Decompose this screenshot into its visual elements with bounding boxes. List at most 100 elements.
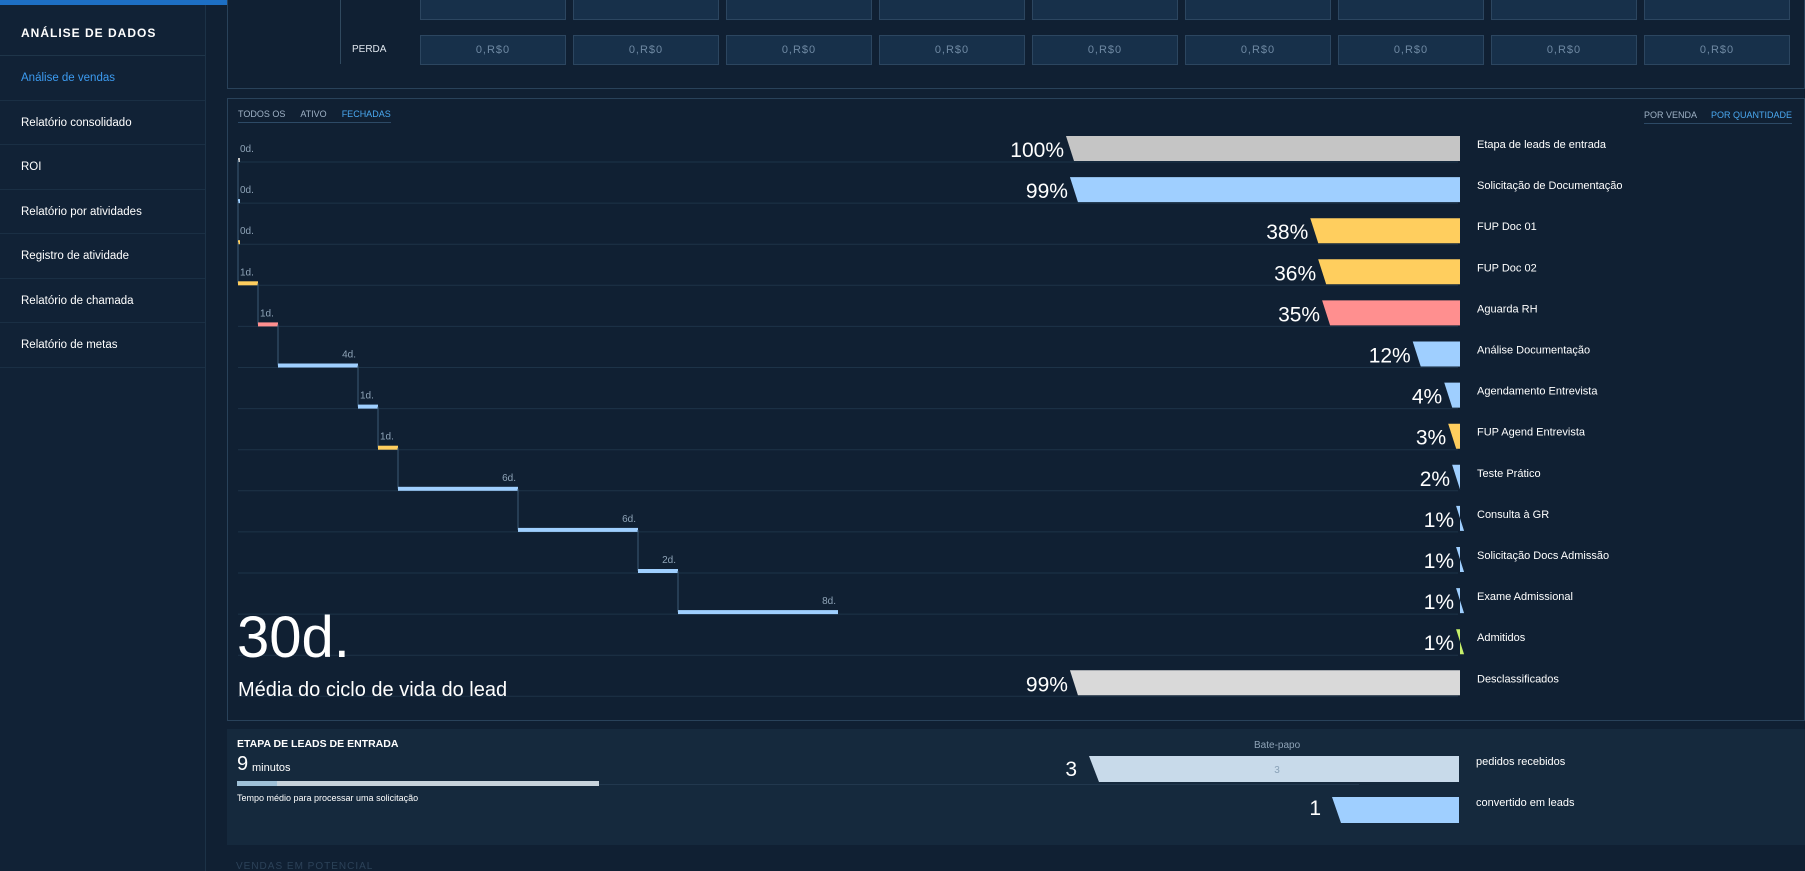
- received-label: pedidos recebidos: [1476, 756, 1566, 768]
- perda-value-box: 0,R$0: [1185, 35, 1331, 65]
- funnel-bar: [1322, 300, 1460, 326]
- duration-bar: [378, 445, 398, 450]
- average-lifecycle-value: 30d.: [237, 605, 350, 670]
- value-box-top: [573, 0, 719, 20]
- duration-bar: [678, 610, 838, 615]
- duration-label: 6d.: [502, 473, 516, 484]
- duration-bar: [278, 363, 358, 368]
- tab-ativo[interactable]: ATIVO: [300, 109, 327, 119]
- perda-value-box: 0,R$0: [879, 35, 1025, 65]
- funnel-stage-label: FUP Doc 02: [1477, 262, 1537, 274]
- sidebar-item-relatorio-atividades[interactable]: Relatório por atividades: [0, 190, 205, 234]
- funnel-percent-label: 2%: [1420, 468, 1450, 491]
- funnel-percent-label: 38%: [1266, 221, 1308, 244]
- stage-time-description: Tempo médio para processar uma solicitaç…: [237, 793, 419, 803]
- stage-time-unit: minutos: [252, 762, 291, 774]
- duration-label: 2d.: [662, 555, 676, 566]
- value-box-top: [879, 0, 1025, 20]
- duration-label: 1d.: [240, 267, 254, 278]
- duration-label: 1d.: [260, 308, 274, 319]
- funnel-percent-label: 3%: [1416, 427, 1446, 450]
- funnel-bar: [1318, 259, 1460, 285]
- funnel-percent-label: 99%: [1026, 673, 1068, 696]
- duration-bar: [638, 569, 678, 573]
- stage-time-bar-fill: [237, 781, 277, 786]
- perda-value-box: 0,R$0: [1644, 35, 1790, 65]
- funnel-stage-label: Consulta à GR: [1477, 509, 1549, 521]
- value-box-top: [1338, 0, 1484, 20]
- funnel-stage-label: Desclassificados: [1477, 673, 1559, 685]
- value-box-top: [1491, 0, 1637, 20]
- funnel-percent-label: 100%: [1010, 139, 1064, 162]
- sidebar: ANÁLISE DE DADOS Análise de vendas Relat…: [0, 5, 206, 871]
- funnel-stage-label: Teste Prático: [1477, 468, 1541, 480]
- sidebar-item-registro-atividade[interactable]: Registro de atividade: [0, 234, 205, 279]
- duration-label: 0d.: [240, 226, 254, 237]
- perda-value-box: 0,R$0: [1338, 35, 1484, 65]
- stage-time-value: 9: [237, 753, 249, 775]
- funnel-bar: [1412, 341, 1460, 367]
- value-box-top: [420, 0, 566, 20]
- perda-value-box: 0,R$0: [573, 35, 719, 65]
- duration-bar: [238, 281, 258, 286]
- received-bar: [1089, 756, 1459, 782]
- duration-label: 0d.: [240, 144, 254, 155]
- funnel-stage-label: FUP Agend Entrevista: [1477, 427, 1586, 439]
- sidebar-item-roi[interactable]: ROI: [0, 145, 205, 190]
- funnel-percent-label: 99%: [1026, 180, 1068, 203]
- funnel-stage-label: Admitidos: [1477, 632, 1526, 644]
- lead-lifecycle-panel: TODOS OS ATIVO FECHADAS POR VENDA POR QU…: [227, 98, 1805, 721]
- duration-bar: [518, 527, 638, 532]
- sidebar-item-relatorio-consolidado[interactable]: Relatório consolidado: [0, 101, 205, 145]
- value-box-top: [726, 0, 872, 20]
- stage-funnel: 3 3 1: [1065, 756, 1459, 823]
- funnel-chart: 100% Etapa de leads de entrada 0d. 99% Solic…: [237, 136, 1623, 697]
- tab-fechadas[interactable]: FECHADAS: [341, 109, 391, 119]
- converted-bar: [1332, 797, 1459, 823]
- funnel-bar: [1456, 547, 1465, 572]
- sidebar-item-analise-vendas[interactable]: Análise de vendas: [0, 56, 205, 101]
- funnel-stage-label: Agendamento Entrevista: [1477, 386, 1598, 398]
- funnel-bar: [1066, 136, 1460, 161]
- divider: [599, 784, 1359, 785]
- funnel-bar: [1069, 670, 1460, 696]
- duration-label: 0d.: [240, 185, 254, 196]
- funnel-bar: [1448, 423, 1460, 449]
- duration-bar: [258, 322, 278, 327]
- perda-value-box: 0,R$0: [420, 35, 566, 65]
- duration-label: 1d.: [360, 391, 374, 402]
- duration-bar: [358, 404, 378, 409]
- tab-por-venda[interactable]: POR VENDA: [1643, 110, 1697, 120]
- funnel-percent-label: 36%: [1274, 262, 1316, 285]
- funnel-bar: [1444, 382, 1460, 408]
- sidebar-item-relatorio-metas[interactable]: Relatório de metas: [0, 323, 205, 368]
- stage-time-bar: [237, 781, 599, 786]
- received-inner-label: 3: [1274, 765, 1280, 776]
- sidebar-item-relatorio-chamada[interactable]: Relatório de chamada: [0, 279, 205, 323]
- funnel-stage-label: Etapa de leads de entrada: [1477, 139, 1607, 151]
- duration-bar: [238, 199, 240, 204]
- converted-label: convertido em leads: [1476, 797, 1575, 809]
- funnel-percent-label: 4%: [1412, 386, 1442, 409]
- sidebar-title: ANÁLISE DE DADOS: [0, 5, 205, 56]
- duration-bar: [238, 158, 240, 162]
- duration-bar: [238, 240, 240, 245]
- next-section-hint: VENDAS EM POTENCIAL: [236, 861, 374, 871]
- tab-todos[interactable]: TODOS OS: [238, 109, 286, 119]
- duration-label: 8d.: [822, 596, 836, 607]
- channel-label: Bate-papo: [1254, 740, 1301, 751]
- average-lifecycle-label: Média do ciclo de vida do lead: [238, 679, 508, 701]
- view-tabs: POR VENDA POR QUANTIDADE: [1643, 110, 1792, 124]
- duration-label: 6d.: [622, 514, 636, 525]
- duration-bar: [398, 486, 518, 491]
- duration-label: 1d.: [380, 432, 394, 443]
- perda-label: PERDA: [352, 44, 387, 55]
- funnel-stage-label: FUP Doc 01: [1477, 221, 1537, 233]
- perda-summary-panel: PERDA 0,R$0 0,R$0 0,R$0 0,R$0 0,R$0 0,R$0 0,R$…: [227, 0, 1805, 89]
- perda-value-box: 0,R$0: [1491, 35, 1637, 65]
- divider: [340, 0, 341, 64]
- funnel-bar: [1456, 505, 1465, 531]
- tab-por-quantidade[interactable]: POR QUANTIDADE: [1710, 110, 1792, 120]
- perda-value-box: 0,R$0: [1032, 35, 1178, 65]
- status-tabs: TODOS OS ATIVO FECHADAS: [238, 109, 391, 123]
